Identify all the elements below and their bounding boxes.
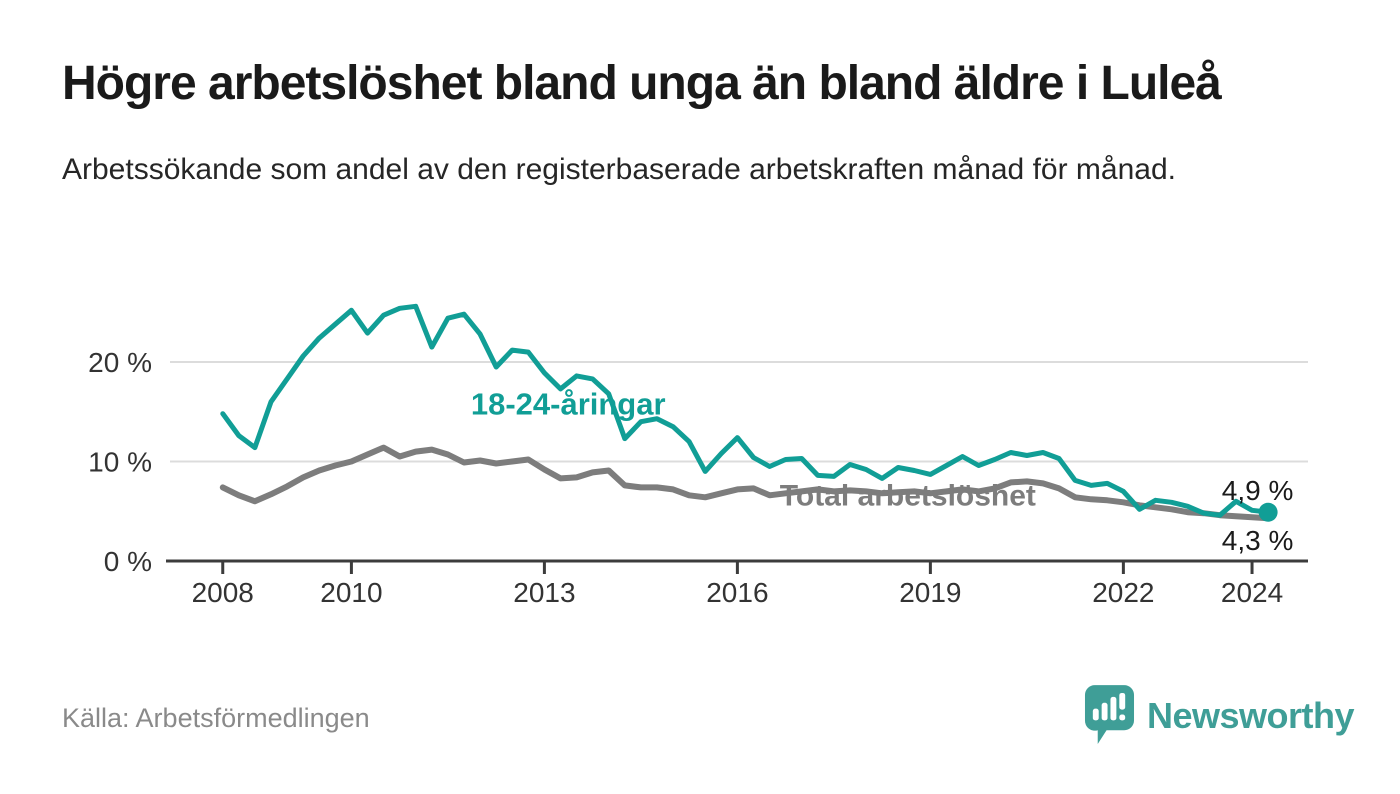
series-end-dot-18-24-åringar	[1258, 502, 1278, 522]
series-label-18-24-åringar: 18-24-åringar	[471, 387, 666, 422]
end-value-label-1: 4,3 %	[1222, 525, 1294, 556]
chart-subtitle: Arbetssökande som andel av den registerb…	[62, 153, 1176, 186]
y-tick-label-10: 10 %	[88, 447, 152, 478]
x-tick-label-2022: 2022	[1092, 577, 1154, 608]
y-tick-label-0: 0 %	[104, 546, 152, 577]
y-tick-label-20: 20 %	[88, 347, 152, 378]
newsworthy-logo-icon	[1084, 685, 1134, 744]
brand-wordmark: Newsworthy	[1146, 694, 1355, 736]
newsworthy-logo: Newsworthy	[1084, 684, 1355, 747]
source-note: Källa: Arbetsförmedlingen	[62, 703, 370, 733]
series-line-total-arbetslöshet	[219, 444, 1272, 522]
chart-title: Högre arbetslöshet bland unga än bland ä…	[62, 57, 1222, 110]
x-tick-label-2010: 2010	[320, 577, 382, 608]
x-tick-label-2013: 2013	[513, 577, 575, 608]
end-value-label-0: 4,9 %	[1222, 475, 1294, 506]
series-label-total-arbetslöshet: Total arbetslöshet	[780, 479, 1036, 512]
x-tick-label-2008: 2008	[192, 577, 254, 608]
x-tick-label-2016: 2016	[706, 577, 768, 608]
x-tick-label-2019: 2019	[899, 577, 961, 608]
x-tick-label-2024: 2024	[1221, 577, 1283, 608]
series-line-18-24-åringar	[220, 303, 1271, 518]
